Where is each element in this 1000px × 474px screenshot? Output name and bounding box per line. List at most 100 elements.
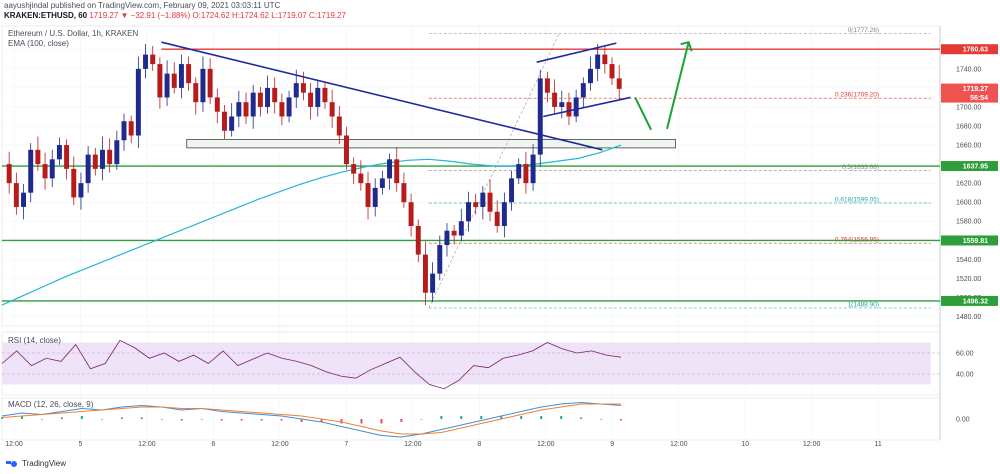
x-tick-label: 12:00: [537, 441, 555, 448]
y-tick-label: 1620.00: [956, 181, 981, 188]
fib-level-label: 0.236(1709.20): [835, 92, 879, 99]
tradingview-brand[interactable]: TradingView: [6, 459, 66, 468]
x-tick-label: 12:00: [803, 441, 821, 448]
symbol: KRAKEN:ETHUSD, 60: [4, 11, 88, 20]
y-tick-label: 1580.00: [956, 219, 981, 226]
macd-histogram-bar: [460, 416, 463, 419]
candle-body: [164, 73, 170, 98]
candle-body: [300, 83, 306, 93]
macd-histogram-bar: [480, 416, 483, 419]
candle-body: [372, 187, 378, 207]
macd-histogram-bar: [340, 419, 343, 424]
candle-body: [523, 164, 529, 184]
macd-histogram-bar: [420, 419, 423, 420]
candle-body: [200, 68, 206, 103]
rsi-legend[interactable]: RSI (14, close): [8, 336, 61, 345]
price-label: 1719.27: [963, 86, 988, 93]
macd-histogram-bar: [20, 416, 23, 419]
candle-body: [178, 64, 184, 88]
macd-histogram-bar: [560, 416, 563, 419]
ema-legend[interactable]: EMA (100, close): [8, 39, 69, 48]
price-label-box: [941, 161, 998, 172]
macd-histogram-bar: [520, 416, 523, 419]
candle-body: [257, 92, 263, 107]
rsi-band: [2, 342, 931, 385]
candle-body: [444, 230, 450, 246]
candle-body: [616, 78, 622, 89]
macd-histogram-bar: [380, 419, 383, 424]
candle-body: [394, 159, 400, 184]
y-tick-label: 1680.00: [956, 124, 981, 131]
main-title[interactable]: Ethereum / U.S. Dollar, 1h, KRAKEN: [8, 29, 139, 38]
macd-legend[interactable]: MACD (12, 26, close, 9): [8, 400, 94, 409]
candle-body: [171, 73, 177, 88]
candle-body: [71, 168, 77, 198]
candle-body: [458, 221, 464, 236]
macd-histogram-bar: [180, 419, 183, 421]
price-label: 56:54: [970, 95, 988, 102]
candle-body: [408, 202, 414, 226]
main-pane: [1, 25, 941, 327]
x-tick-label: 8: [477, 441, 481, 448]
macd-histogram-bar: [280, 419, 283, 421]
candle-body: [186, 64, 192, 84]
candle-body: [279, 102, 285, 117]
macd-histogram-bar: [260, 419, 263, 421]
candle-body: [537, 78, 543, 155]
candle-body: [430, 273, 436, 293]
candle-body: [451, 230, 457, 236]
trendline-1: [161, 41, 603, 151]
candle-body: [114, 140, 120, 165]
price-label: 1559.81: [963, 238, 988, 245]
x-tick-label: 7: [344, 441, 348, 448]
candle-body: [243, 102, 249, 117]
fib-level-label: 0(1777.26): [848, 27, 879, 34]
candle-body: [473, 202, 479, 207]
ohlc-values: 1719.27 ▼ −32.91 (−1.88%) O:1724.62 H:17…: [89, 11, 346, 20]
candle-body: [207, 68, 213, 98]
candle-body: [128, 121, 134, 136]
macd-histogram-bar: [200, 419, 203, 420]
candle-body: [516, 164, 522, 179]
candle-body: [552, 92, 558, 107]
macd-histogram-bar: [600, 419, 603, 420]
candle-body: [28, 149, 34, 193]
fib-guide-line: [428, 33, 560, 309]
candle-body: [221, 111, 227, 131]
macd-histogram-bar: [580, 417, 583, 419]
macd-histogram-bar: [360, 419, 363, 424]
candle-body: [107, 149, 113, 165]
candle-body: [480, 192, 486, 207]
candle-body: [78, 183, 84, 198]
macd-histogram-bar: [400, 419, 403, 422]
x-tick-label: 12:00: [271, 441, 289, 448]
fib-level-label: 1(1488.90): [848, 302, 879, 309]
candle-body: [308, 92, 314, 107]
y-tick-label: 1480.00: [956, 314, 981, 321]
candle-body: [466, 202, 471, 222]
macd-histogram-bar: [500, 416, 503, 419]
price-label: 1637.95: [963, 164, 988, 171]
candle-body: [35, 149, 41, 165]
candle-body: [602, 54, 608, 65]
publisher-line: aayushjindal published on TradingView.co…: [4, 1, 281, 10]
x-tick-label: 12:00: [138, 441, 156, 448]
price-label: 1496.32: [963, 298, 988, 305]
candle-body: [437, 245, 443, 274]
fib-level-label: 0.5(1633.08): [842, 164, 879, 171]
brand-label: TradingView: [22, 459, 67, 468]
price-label: 1760.63: [963, 47, 988, 54]
candle-body: [229, 116, 235, 131]
candle-body: [13, 183, 19, 207]
candle-body: [595, 54, 601, 69]
y-tick-label: 1740.00: [956, 66, 981, 73]
y-tick-label: 1520.00: [956, 276, 981, 283]
macd-histogram-bar: [320, 419, 323, 422]
price-label-box: [941, 295, 998, 306]
trendline-2: [536, 42, 617, 63]
candle-body: [286, 97, 292, 117]
macd-histogram-bar: [40, 419, 43, 420]
candle-body: [315, 87, 321, 107]
candle-body: [99, 149, 105, 169]
macd-histogram-bar: [80, 416, 83, 419]
